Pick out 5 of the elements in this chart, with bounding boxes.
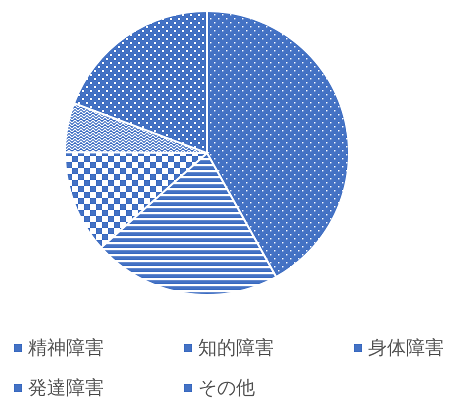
legend-label: その他 [198,377,255,399]
legend-label: 身体障害 [368,337,444,359]
legend-label: 知的障害 [198,337,274,359]
legend-label: 発達障害 [28,377,104,399]
legend-label: 精神障害 [28,337,104,359]
